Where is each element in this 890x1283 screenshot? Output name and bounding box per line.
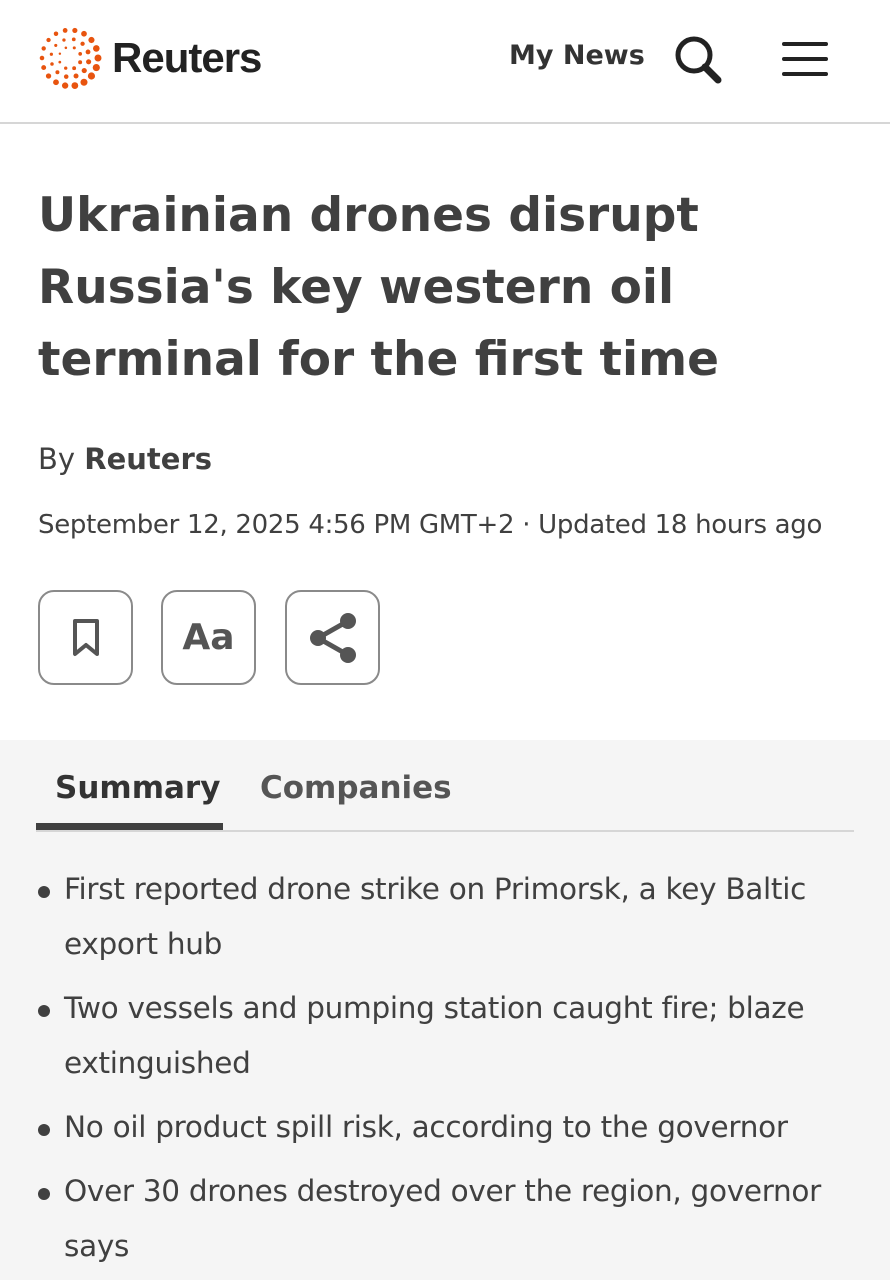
- summary-bullet: Two vessels and pumping station caught f…: [38, 981, 850, 1091]
- site-header: Reuters My News: [0, 0, 890, 124]
- bookmark-button[interactable]: [38, 590, 133, 685]
- reuters-logo-icon: [39, 27, 102, 89]
- author-link[interactable]: Reuters: [84, 442, 213, 476]
- summary-bullet: Over 30 drones destroyed over the region…: [38, 1164, 850, 1274]
- share-icon: [309, 612, 356, 663]
- share-button[interactable]: [285, 590, 380, 685]
- brand-name: Reuters: [112, 34, 262, 81]
- article-title: Ukrainian drones disrupt Russia's key we…: [38, 188, 719, 387]
- text-size-label: Aa: [182, 617, 235, 658]
- hamburger-menu-icon[interactable]: [782, 42, 828, 80]
- text-size-button[interactable]: Aa: [161, 590, 256, 685]
- summary-bullet: First reported drone strike on Primorsk,…: [38, 862, 850, 972]
- search-icon[interactable]: [672, 34, 724, 90]
- summary-list: First reported drone strike on Primorsk,…: [38, 862, 850, 1283]
- by-prefix: By: [38, 442, 76, 476]
- bookmark-icon: [72, 618, 99, 656]
- my-news-link[interactable]: My News: [509, 40, 645, 71]
- reuters-logo[interactable]: Reuters: [38, 26, 262, 90]
- tab-bar: Summary Companies: [36, 768, 854, 832]
- summary-section: Summary Companies First reported drone s…: [0, 740, 890, 1280]
- tab-companies[interactable]: Companies: [260, 770, 452, 806]
- publish-date: September 12, 2025 4:56 PM GMT+2 · Updat…: [38, 510, 823, 540]
- active-tab-indicator: [36, 823, 223, 830]
- tab-summary[interactable]: Summary: [55, 770, 221, 806]
- summary-bullet: No oil product spill risk, according to …: [38, 1100, 850, 1155]
- byline: By Reuters: [38, 442, 212, 476]
